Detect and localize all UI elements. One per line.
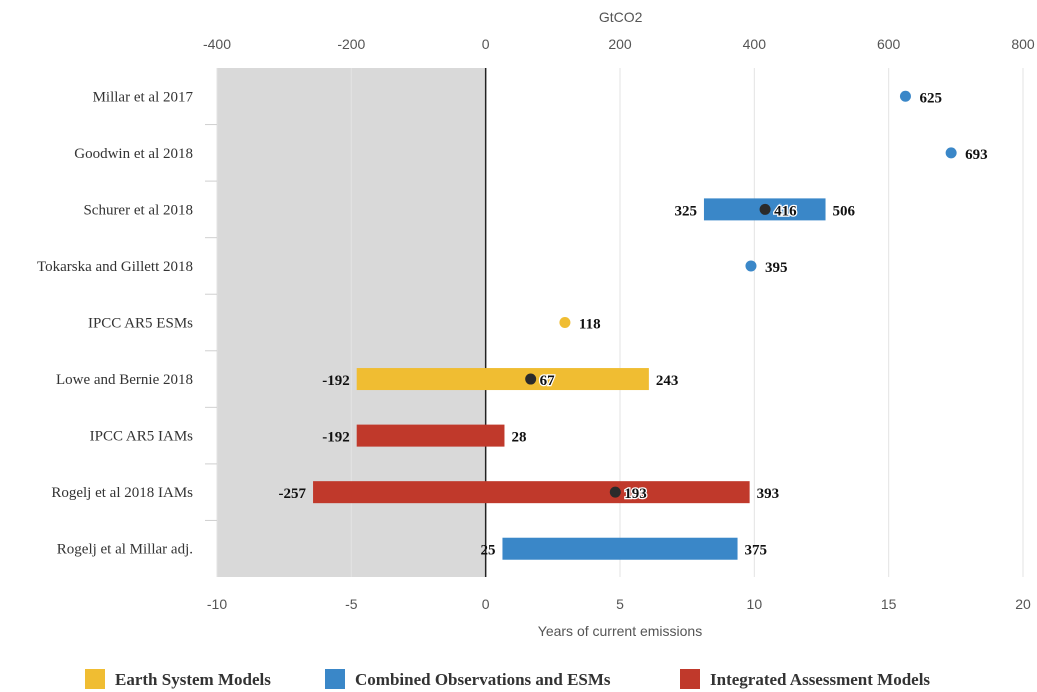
point-marker <box>559 317 571 328</box>
row-label: IPCC AR5 IAMs <box>90 429 194 445</box>
top-axis-title: GtCO2 <box>599 9 643 25</box>
range-bar <box>313 481 750 504</box>
top-tick-label: -200 <box>337 36 365 52</box>
chart-row: Lowe and Bernie 2018 -192 243 67 <box>56 368 678 390</box>
row-label: IPCC AR5 ESMs <box>88 316 193 332</box>
range-bar <box>356 368 649 391</box>
row-label: Millar et al 2017 <box>93 89 194 105</box>
row-label: Rogelj et al Millar adj. <box>57 542 193 558</box>
legend-item: Earth System Models <box>85 669 271 689</box>
legend-swatch <box>85 669 105 689</box>
range-bar <box>502 537 738 560</box>
low-value-label: -192 <box>322 430 350 446</box>
chart-row: Tokarska and Gillett 2018 395 <box>37 259 787 276</box>
chart-rows: Millar et al 2017 625 Goodwin et al 2018 69… <box>37 89 988 560</box>
top-tick-label: 600 <box>877 36 901 52</box>
value-label: 625 <box>919 90 942 106</box>
top-tick-label: 400 <box>743 36 767 52</box>
low-value-label: -192 <box>322 373 350 389</box>
chart-row: IPCC AR5 IAMs -192 28 <box>90 424 526 447</box>
row-label: Lowe and Bernie 2018 <box>56 372 193 388</box>
median-marker <box>609 486 621 498</box>
legend-item: Combined Observations and ESMs <box>325 669 611 689</box>
median-value-label: 416 <box>774 203 797 219</box>
chart-row: Rogelj et al Millar adj. 25 375 <box>57 537 768 560</box>
bottom-tick-label: 15 <box>881 596 897 612</box>
row-separators <box>205 124 217 521</box>
median-value-label: 193 <box>624 486 647 502</box>
legend-label: Integrated Assessment Models <box>710 670 930 689</box>
median-value-label: 67 <box>540 373 556 389</box>
chart-row: IPCC AR5 ESMs 118 <box>88 316 601 333</box>
bottom-axis-title: Years of current emissions <box>538 623 702 639</box>
legend-swatch <box>680 669 700 689</box>
low-value-label: -257 <box>279 486 307 502</box>
value-label: 693 <box>965 147 988 163</box>
legend-swatch <box>325 669 345 689</box>
median-marker <box>525 373 537 385</box>
bottom-tick-label: -10 <box>207 596 227 612</box>
value-label: 395 <box>765 260 788 276</box>
top-tick-label: 800 <box>1011 36 1035 52</box>
point-marker <box>745 260 757 272</box>
top-tick-label: -400 <box>203 36 231 52</box>
range-bar <box>356 424 505 447</box>
chart-row: Goodwin et al 2018 693 <box>74 146 987 163</box>
high-value-label: 28 <box>511 430 526 446</box>
low-value-label: 25 <box>480 543 495 559</box>
high-value-label: 393 <box>757 486 780 502</box>
high-value-label: 243 <box>656 373 679 389</box>
legend-item: Integrated Assessment Models <box>680 669 930 689</box>
legend-label: Earth System Models <box>115 670 271 689</box>
top-axis-ticks: -400 -200 0 200 400 600 800 <box>203 36 1035 52</box>
chart-row: Millar et al 2017 625 <box>93 89 942 106</box>
row-label: Schurer et al 2018 <box>83 202 193 218</box>
point-marker <box>945 147 957 159</box>
point-marker <box>899 90 911 102</box>
median-marker <box>759 203 771 215</box>
bottom-axis-ticks: -10 -5 0 5 10 15 20 <box>207 596 1031 612</box>
high-value-label: 506 <box>833 203 856 219</box>
legend: Earth System Models Combined Observations… <box>85 669 930 689</box>
bottom-tick-label: 10 <box>747 596 763 612</box>
high-value-label: 375 <box>745 543 768 559</box>
value-label: 118 <box>579 317 601 333</box>
bottom-tick-label: -5 <box>345 596 358 612</box>
top-tick-label: 0 <box>482 36 490 52</box>
row-label: Tokarska and Gillett 2018 <box>37 259 193 275</box>
legend-label: Combined Observations and ESMs <box>355 670 611 689</box>
chart-row: Schurer et al 2018 325 506 416 <box>83 198 856 221</box>
chart-row: Rogelj et al 2018 IAMs -257 393 193 <box>51 481 779 503</box>
row-label: Goodwin et al 2018 <box>74 146 193 162</box>
bottom-tick-label: 5 <box>616 596 624 612</box>
top-tick-label: 200 <box>608 36 632 52</box>
row-label: Rogelj et al 2018 IAMs <box>51 485 193 501</box>
bottom-tick-label: 0 <box>482 596 490 612</box>
bottom-tick-label: 20 <box>1015 596 1031 612</box>
gridlines <box>216 68 1024 577</box>
low-value-label: 325 <box>674 203 697 219</box>
